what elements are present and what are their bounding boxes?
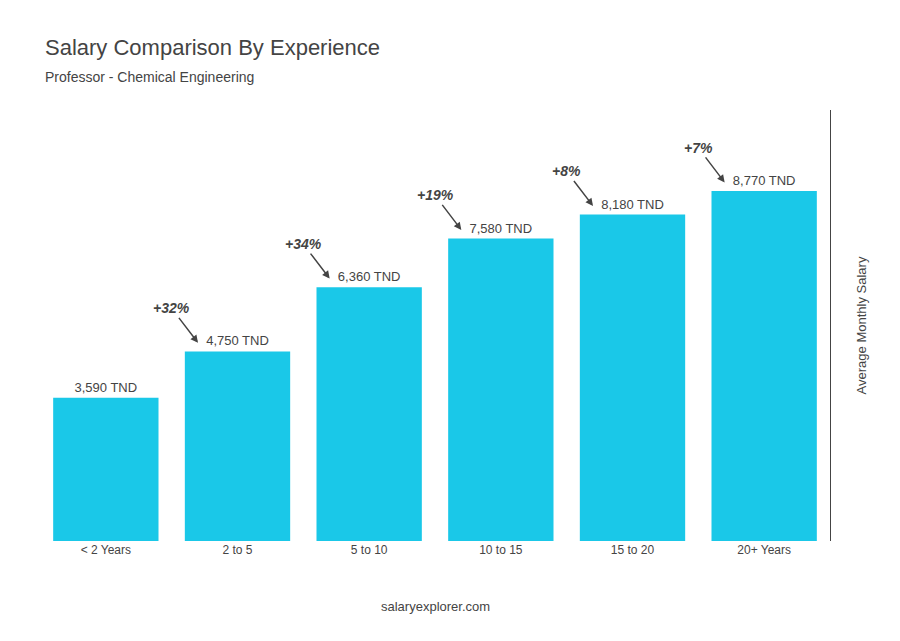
svg-text:+32%: +32%: [153, 300, 190, 316]
svg-text:8,180 TND: 8,180 TND: [601, 197, 664, 212]
svg-text:6,360 TND: 6,360 TND: [338, 269, 401, 284]
svg-text:+34%: +34%: [285, 236, 322, 252]
svg-text:15 to 20: 15 to 20: [611, 543, 655, 557]
svg-text:salaryexplorer.com: salaryexplorer.com: [381, 599, 490, 614]
svg-text:3,590 TND: 3,590 TND: [75, 380, 138, 395]
svg-text:7,580 TND: 7,580 TND: [470, 221, 533, 236]
svg-text:< 2 Years: < 2 Years: [81, 543, 131, 557]
svg-text:4,750 TND: 4,750 TND: [206, 333, 269, 348]
svg-text:Professor - Chemical Engineeri: Professor - Chemical Engineering: [45, 69, 254, 85]
svg-text:Average Monthly Salary: Average Monthly Salary: [854, 256, 869, 394]
svg-text:+8%: +8%: [552, 163, 581, 179]
svg-text:5 to 10: 5 to 10: [351, 543, 388, 557]
svg-text:+7%: +7%: [684, 140, 713, 156]
svg-text:8,770 TND: 8,770 TND: [733, 173, 796, 188]
svg-text:20+ Years: 20+ Years: [737, 543, 791, 557]
svg-text:10 to 15: 10 to 15: [479, 543, 523, 557]
svg-text:+19%: +19%: [417, 187, 454, 203]
svg-text:Salary Comparison By Experienc: Salary Comparison By Experience: [45, 35, 380, 60]
svg-text:2 to 5: 2 to 5: [222, 543, 252, 557]
